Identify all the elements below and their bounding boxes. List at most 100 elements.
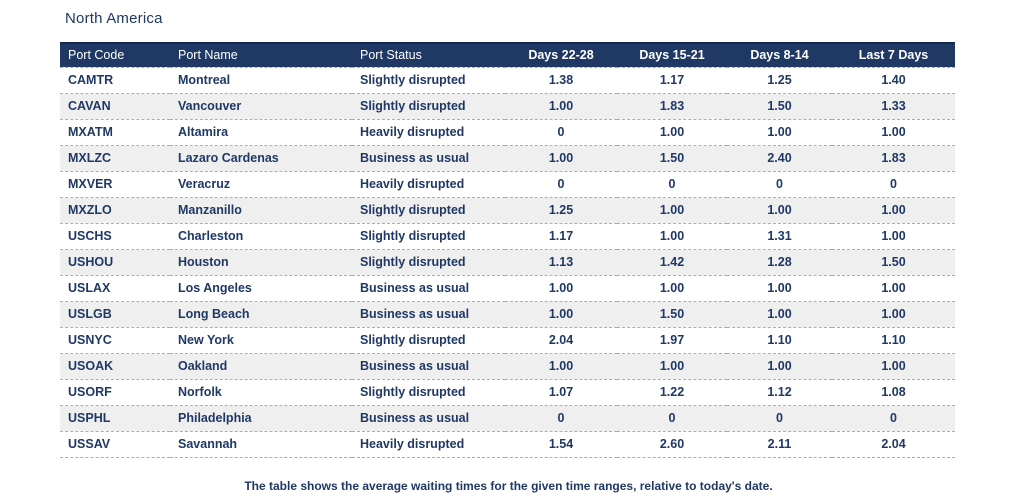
wait-time-cell: 1.00	[727, 353, 832, 380]
wait-time-cell: 1.00	[832, 223, 955, 250]
wait-time-cell: 1.00	[832, 275, 955, 302]
wait-time-cell: 2.60	[617, 431, 727, 458]
table-row: CAVAN Vancouver Slightly disrupted 1.00 1.83…	[60, 93, 955, 120]
wait-time-cell: 1.83	[617, 93, 727, 120]
port-status-cell: Business as usual	[352, 301, 505, 328]
wait-time-cell: 1.50	[617, 301, 727, 328]
wait-time-cell: 1.00	[505, 93, 617, 120]
wait-time-cell: 1.83	[832, 145, 955, 172]
table-row: USORF Norfolk Slightly disrupted 1.07 1.22 1.…	[60, 379, 955, 406]
wait-time-cell: 1.00	[505, 353, 617, 380]
column-header-port-code: Port Code	[60, 42, 170, 68]
port-code-cell: USOAK	[60, 353, 170, 380]
port-status-cell: Slightly disrupted	[352, 197, 505, 224]
port-name-cell: Altamira	[170, 119, 352, 146]
port-status-cell: Slightly disrupted	[352, 249, 505, 276]
table-row: USPHL Philadelphia Business as usual 0 0 0 0	[60, 405, 955, 432]
table-row: USCHS Charleston Slightly disrupted 1.17 1.0…	[60, 223, 955, 250]
port-code-cell: USCHS	[60, 223, 170, 250]
wait-time-cell: 1.00	[727, 301, 832, 328]
port-status-cell: Slightly disrupted	[352, 327, 505, 354]
column-header-days-22-28: Days 22-28	[505, 42, 617, 68]
wait-time-cell: 1.12	[727, 379, 832, 406]
table-row: USLAX Los Angeles Business as usual 1.00 1.0…	[60, 275, 955, 302]
column-header-last-7-days: Last 7 Days	[832, 42, 955, 68]
column-header-port-name: Port Name	[170, 42, 352, 68]
table-row: MXZLO Manzanillo Slightly disrupted 1.25 1.0…	[60, 197, 955, 224]
wait-time-cell: 1.97	[617, 327, 727, 354]
port-status-cell: Business as usual	[352, 353, 505, 380]
wait-time-cell: 0	[617, 171, 727, 198]
wait-time-cell: 1.31	[727, 223, 832, 250]
wait-time-cell: 0	[505, 119, 617, 146]
wait-time-cell: 2.40	[727, 145, 832, 172]
port-name-cell: Montreal	[170, 67, 352, 94]
wait-time-cell: 1.00	[832, 119, 955, 146]
port-name-cell: Long Beach	[170, 301, 352, 328]
wait-time-cell: 1.00	[617, 223, 727, 250]
wait-time-cell: 1.25	[727, 67, 832, 94]
port-name-cell: Philadelphia	[170, 405, 352, 432]
column-header-days-8-14: Days 8-14	[727, 42, 832, 68]
port-status-cell: Slightly disrupted	[352, 379, 505, 406]
region-title: North America	[65, 10, 163, 27]
wait-time-cell: 1.00	[505, 275, 617, 302]
port-status-cell: Slightly disrupted	[352, 93, 505, 120]
port-status-cell: Business as usual	[352, 145, 505, 172]
wait-time-cell: 1.10	[727, 327, 832, 354]
table-row: USSAV Savannah Heavily disrupted 1.54 2.60 2.…	[60, 431, 955, 458]
wait-time-cell: 1.00	[832, 353, 955, 380]
wait-time-cell: 0	[727, 171, 832, 198]
port-name-cell: New York	[170, 327, 352, 354]
port-code-cell: USORF	[60, 379, 170, 406]
port-name-cell: Lazaro Cardenas	[170, 145, 352, 172]
wait-time-cell: 1.50	[617, 145, 727, 172]
wait-time-cell: 1.40	[832, 67, 955, 94]
port-name-cell: Vancouver	[170, 93, 352, 120]
wait-time-cell: 1.17	[505, 223, 617, 250]
wait-time-cell: 1.00	[727, 275, 832, 302]
wait-time-cell: 0	[832, 405, 955, 432]
port-name-cell: Oakland	[170, 353, 352, 380]
port-code-cell: USPHL	[60, 405, 170, 432]
table-row: USHOU Houston Slightly disrupted 1.13 1.42 1.…	[60, 249, 955, 276]
port-name-cell: Manzanillo	[170, 197, 352, 224]
table-row: USOAK Oakland Business as usual 1.00 1.00 1.0…	[60, 353, 955, 380]
wait-time-cell: 1.00	[727, 119, 832, 146]
table-row: MXATM Altamira Heavily disrupted 0 1.00 1.00 1…	[60, 119, 955, 146]
port-name-cell: Charleston	[170, 223, 352, 250]
port-code-cell: MXZLO	[60, 197, 170, 224]
port-code-cell: USLGB	[60, 301, 170, 328]
table-row: USLGB Long Beach Business as usual 1.00 1.50…	[60, 301, 955, 328]
wait-time-cell: 1.00	[617, 119, 727, 146]
wait-time-cell: 0	[832, 171, 955, 198]
wait-time-cell: 0	[505, 405, 617, 432]
port-code-cell: MXVER	[60, 171, 170, 198]
wait-time-cell: 1.25	[505, 197, 617, 224]
table-body: CAMTR Montreal Slightly disrupted 1.38 1.17 1…	[60, 67, 955, 458]
column-header-days-15-21: Days 15-21	[617, 42, 727, 68]
port-waiting-times-table: Port Code Port Name Port Status Days 22-28 D…	[60, 42, 955, 458]
port-code-cell: CAMTR	[60, 67, 170, 94]
port-code-cell: USHOU	[60, 249, 170, 276]
wait-time-cell: 1.42	[617, 249, 727, 276]
table-row: USNYC New York Slightly disrupted 2.04 1.97 1…	[60, 327, 955, 354]
wait-time-cell: 1.00	[617, 197, 727, 224]
wait-time-cell: 1.00	[617, 275, 727, 302]
wait-time-cell: 1.00	[727, 197, 832, 224]
wait-time-cell: 1.00	[832, 301, 955, 328]
port-status-cell: Heavily disrupted	[352, 119, 505, 146]
port-name-cell: Savannah	[170, 431, 352, 458]
port-name-cell: Los Angeles	[170, 275, 352, 302]
table-row: MXLZC Lazaro Cardenas Business as usual 1.0…	[60, 145, 955, 172]
wait-time-cell: 1.07	[505, 379, 617, 406]
port-name-cell: Norfolk	[170, 379, 352, 406]
wait-time-cell: 1.13	[505, 249, 617, 276]
wait-time-cell: 0	[617, 405, 727, 432]
wait-time-cell: 1.33	[832, 93, 955, 120]
wait-time-cell: 0	[727, 405, 832, 432]
table-footnote: The table shows the average waiting time…	[244, 479, 773, 493]
port-code-cell: MXATM	[60, 119, 170, 146]
table-row: CAMTR Montreal Slightly disrupted 1.38 1.17 1…	[60, 67, 955, 94]
